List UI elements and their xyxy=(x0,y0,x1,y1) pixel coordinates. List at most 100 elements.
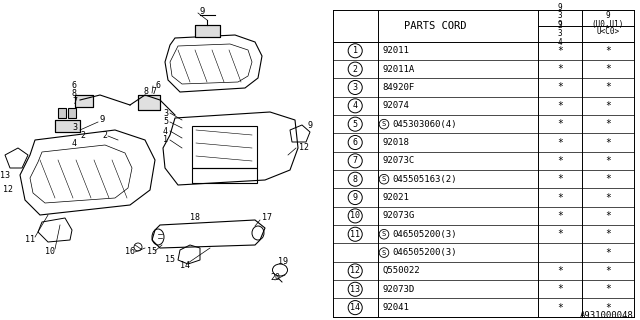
Text: 16: 16 xyxy=(125,247,135,257)
Bar xyxy=(58,108,66,118)
Text: 17: 17 xyxy=(262,213,272,222)
Text: 92018: 92018 xyxy=(383,138,409,147)
Text: 15: 15 xyxy=(165,255,175,265)
Text: *: * xyxy=(557,46,563,56)
Text: 7: 7 xyxy=(353,156,358,165)
Bar xyxy=(192,126,257,168)
Text: *: * xyxy=(557,83,563,92)
Bar xyxy=(68,108,76,118)
Text: 9
(U0,U1): 9 (U0,U1) xyxy=(592,11,624,29)
Text: 13: 13 xyxy=(0,171,10,180)
Text: 3: 3 xyxy=(353,83,358,92)
Text: *: * xyxy=(605,248,611,258)
Text: 046505200(3): 046505200(3) xyxy=(392,248,456,257)
Text: PARTS CORD: PARTS CORD xyxy=(404,20,467,31)
Text: 8: 8 xyxy=(72,90,77,99)
Text: 3: 3 xyxy=(163,108,168,117)
Text: *: * xyxy=(557,174,563,184)
Text: S: S xyxy=(382,121,386,127)
Bar xyxy=(138,95,160,110)
Text: 2: 2 xyxy=(353,65,358,74)
Text: *: * xyxy=(605,193,611,203)
Text: *: * xyxy=(605,83,611,92)
Text: 10: 10 xyxy=(350,212,360,220)
Text: 19: 19 xyxy=(278,258,288,267)
Text: 6: 6 xyxy=(155,81,160,90)
Text: 14: 14 xyxy=(350,303,360,312)
Text: U<C0>: U<C0> xyxy=(596,27,620,36)
Text: 92041: 92041 xyxy=(383,303,409,312)
Text: Q550022: Q550022 xyxy=(383,267,420,276)
Text: *: * xyxy=(557,138,563,148)
Text: 92011A: 92011A xyxy=(383,65,415,74)
Text: *: * xyxy=(557,211,563,221)
Text: 045303060(4): 045303060(4) xyxy=(392,120,456,129)
Text: 92074: 92074 xyxy=(383,101,409,110)
Text: *: * xyxy=(605,211,611,221)
Text: *: * xyxy=(557,266,563,276)
Text: *: * xyxy=(557,101,563,111)
Text: S: S xyxy=(382,176,386,182)
Text: 11: 11 xyxy=(350,230,360,239)
Text: 13: 13 xyxy=(350,285,360,294)
Text: 9
3
2: 9 3 2 xyxy=(557,3,563,29)
Text: *: * xyxy=(557,193,563,203)
Text: 4: 4 xyxy=(72,139,77,148)
Bar xyxy=(55,120,80,132)
Bar xyxy=(55,120,80,132)
Text: *: * xyxy=(605,303,611,313)
Text: 2: 2 xyxy=(80,132,85,140)
Text: 15: 15 xyxy=(147,247,157,257)
Text: 9: 9 xyxy=(353,193,358,202)
Text: 1: 1 xyxy=(353,46,358,55)
Text: 3: 3 xyxy=(72,124,77,132)
Text: 5: 5 xyxy=(163,117,168,126)
Text: 10: 10 xyxy=(45,247,55,257)
Text: *: * xyxy=(605,229,611,239)
Text: 9: 9 xyxy=(200,7,205,17)
Text: 92073D: 92073D xyxy=(383,285,415,294)
Text: 92011: 92011 xyxy=(383,46,409,55)
Text: *: * xyxy=(605,46,611,56)
Text: *: * xyxy=(557,284,563,294)
Text: *: * xyxy=(605,174,611,184)
Bar xyxy=(75,95,93,107)
Text: *: * xyxy=(605,156,611,166)
Text: S: S xyxy=(382,250,386,256)
Text: 046505200(3): 046505200(3) xyxy=(392,230,456,239)
Text: 12: 12 xyxy=(299,143,309,153)
Bar xyxy=(75,95,93,107)
Text: 92021: 92021 xyxy=(383,193,409,202)
Text: A931000048: A931000048 xyxy=(580,311,634,320)
Text: *: * xyxy=(605,119,611,129)
Bar xyxy=(195,25,220,37)
Text: 1: 1 xyxy=(163,135,168,145)
Text: 11: 11 xyxy=(25,236,35,244)
Text: 9: 9 xyxy=(308,121,313,130)
Text: 7: 7 xyxy=(151,87,156,97)
Text: *: * xyxy=(557,156,563,166)
Text: 20: 20 xyxy=(270,274,280,283)
Text: *: * xyxy=(605,266,611,276)
Text: 12: 12 xyxy=(350,267,360,276)
Text: 18: 18 xyxy=(190,213,200,222)
Text: 4: 4 xyxy=(163,126,168,135)
Bar xyxy=(192,168,257,183)
Text: *: * xyxy=(605,138,611,148)
Text: 92073G: 92073G xyxy=(383,212,415,220)
Text: 5: 5 xyxy=(353,120,358,129)
Text: *: * xyxy=(605,64,611,74)
Text: 4: 4 xyxy=(353,101,358,110)
Text: 6: 6 xyxy=(72,82,77,91)
Text: 8: 8 xyxy=(143,87,148,97)
Text: 7: 7 xyxy=(72,98,77,107)
Text: 92073C: 92073C xyxy=(383,156,415,165)
Text: *: * xyxy=(605,284,611,294)
Text: 12: 12 xyxy=(3,186,13,195)
Bar xyxy=(195,25,220,37)
Text: 9
3
4: 9 3 4 xyxy=(557,20,563,47)
Text: *: * xyxy=(605,101,611,111)
Text: 8: 8 xyxy=(353,175,358,184)
Text: *: * xyxy=(557,64,563,74)
Text: 045505163(2): 045505163(2) xyxy=(392,175,456,184)
